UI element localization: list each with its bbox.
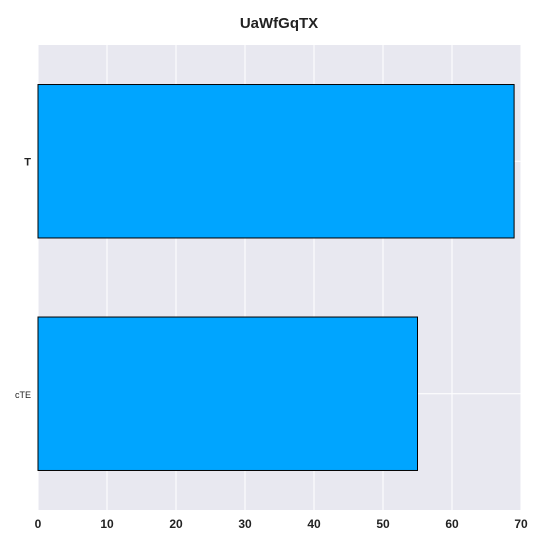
bar-0 — [37, 84, 515, 239]
bars — [37, 84, 515, 471]
x-tick-label-0: 0 — [35, 517, 42, 531]
x-tick-label-2: 20 — [169, 517, 183, 531]
x-tick-label-6: 60 — [445, 517, 459, 531]
y-tick-label-0: T — [24, 156, 31, 168]
x-tick-label-7: 70 — [514, 517, 528, 531]
y-tick-label-1: cTE — [15, 390, 31, 400]
x-axis-tick-labels: 0 10 20 30 40 50 60 70 — [35, 517, 528, 531]
bar-1 — [37, 316, 418, 471]
x-tick-label-5: 50 — [376, 517, 390, 531]
chart-title: UaWfGqTX — [240, 15, 318, 32]
x-tick-label-4: 40 — [307, 517, 321, 531]
x-tick-label-3: 30 — [238, 517, 252, 531]
x-tick-label-1: 10 — [100, 517, 114, 531]
